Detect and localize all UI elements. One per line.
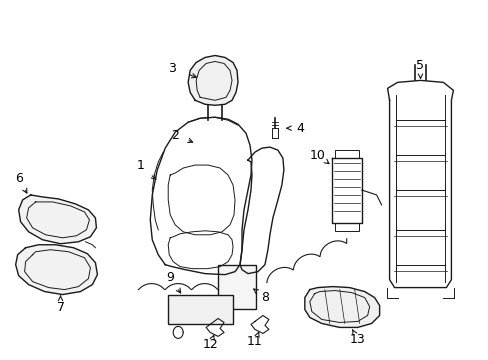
Polygon shape bbox=[16, 245, 97, 294]
Bar bbox=[334, 150, 358, 158]
Text: 2: 2 bbox=[171, 129, 179, 142]
Polygon shape bbox=[19, 195, 96, 244]
Polygon shape bbox=[304, 287, 379, 328]
Text: 6: 6 bbox=[15, 171, 22, 185]
Text: 9: 9 bbox=[166, 271, 174, 284]
Text: 7: 7 bbox=[57, 301, 64, 314]
Text: 11: 11 bbox=[246, 335, 263, 348]
Text: 10: 10 bbox=[309, 149, 325, 162]
Text: 1: 1 bbox=[136, 158, 144, 172]
Bar bbox=[334, 223, 358, 231]
Text: 5: 5 bbox=[416, 59, 424, 72]
Text: 12: 12 bbox=[202, 338, 218, 351]
Polygon shape bbox=[188, 55, 238, 105]
Text: 3: 3 bbox=[168, 62, 176, 75]
Text: 13: 13 bbox=[349, 333, 365, 346]
Text: 4: 4 bbox=[295, 122, 303, 135]
Bar bbox=[218, 265, 255, 310]
Bar bbox=[168, 294, 233, 324]
Text: 8: 8 bbox=[261, 291, 268, 304]
